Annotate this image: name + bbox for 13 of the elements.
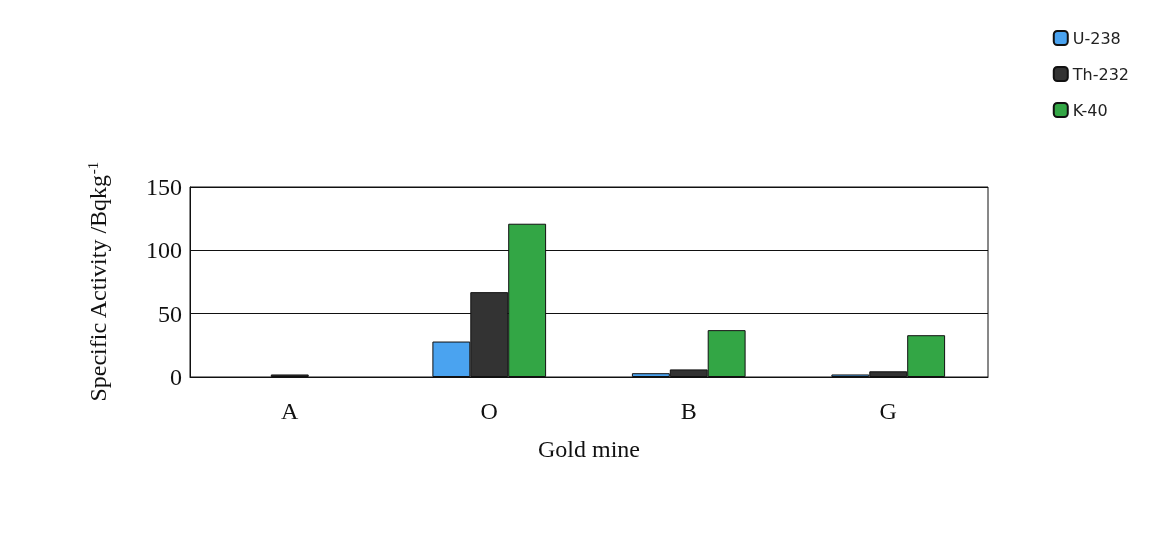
legend-label: U-238 (1072, 28, 1121, 48)
x-tick-label: G (879, 398, 897, 424)
legend-label: K-40 (1072, 100, 1108, 120)
y-tick-label: 150 (146, 174, 182, 200)
legend-label: Th-232 (1071, 64, 1130, 84)
y-axis-title: Specific Activity /Bqkg-1 (84, 161, 111, 402)
x-axis-title: Gold mine (538, 436, 640, 462)
y-tick-label: 0 (170, 364, 182, 390)
y-tick-label: 100 (146, 237, 182, 264)
x-tick-label: A (281, 398, 300, 424)
y-tick-label: 50 (158, 300, 182, 327)
x-tick-label: B (680, 398, 697, 424)
x-tick-label: O (480, 398, 498, 424)
